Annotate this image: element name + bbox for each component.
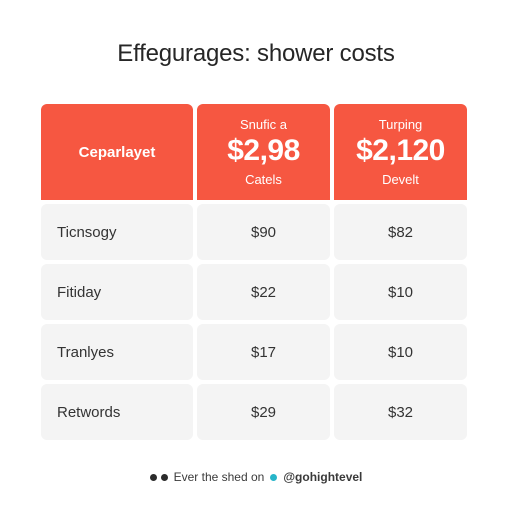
footer: Ever the shed on @gohightevel [0,470,512,484]
plan-a-price: $2,98 [227,134,300,167]
row-value-b: $10 [334,324,467,380]
plan-b-price: $2,120 [356,134,445,167]
row-value-b: $10 [334,264,467,320]
table-row: Retwords $29 $32 [41,384,467,440]
row-value-b: $82 [334,204,467,260]
footer-text: Ever the shed on [173,470,265,484]
table-row: Fitiday $22 $10 [41,264,467,320]
header-label: Ceparlayet [78,143,156,161]
row-value-a: $17 [197,324,330,380]
footer-dots-icon [149,473,168,481]
footer-handle[interactable]: @gohightevel [283,470,363,484]
row-label: Ticnsogy [41,204,193,260]
table-row: Tranlyes $17 $10 [41,324,467,380]
row-value-a: $29 [197,384,330,440]
pricing-table: Ceparlayet Snufic a $2,98 Catels Turping… [41,104,467,440]
plan-a-subtitle: Catels [245,172,282,187]
plan-b-name: Turping [378,117,423,132]
table-header-row: Ceparlayet Snufic a $2,98 Catels Turping… [41,104,467,200]
teal-dot-icon [270,473,278,481]
header-plan-b: Turping $2,120 Develt [334,104,467,200]
row-value-a: $22 [197,264,330,320]
row-label: Retwords [41,384,193,440]
plan-b-subtitle: Develt [382,172,419,187]
table-row: Ticnsogy $90 $82 [41,204,467,260]
page-title: Effegurages: shower costs [117,40,395,67]
plan-a-name: Snufic a [240,117,287,132]
header-label-cell: Ceparlayet [41,104,193,200]
row-value-a: $90 [197,204,330,260]
row-value-b: $32 [334,384,467,440]
row-label: Tranlyes [41,324,193,380]
dot-icon [160,473,168,481]
row-label: Fitiday [41,264,193,320]
dot-icon [149,473,157,481]
header-plan-a: Snufic a $2,98 Catels [197,104,330,200]
